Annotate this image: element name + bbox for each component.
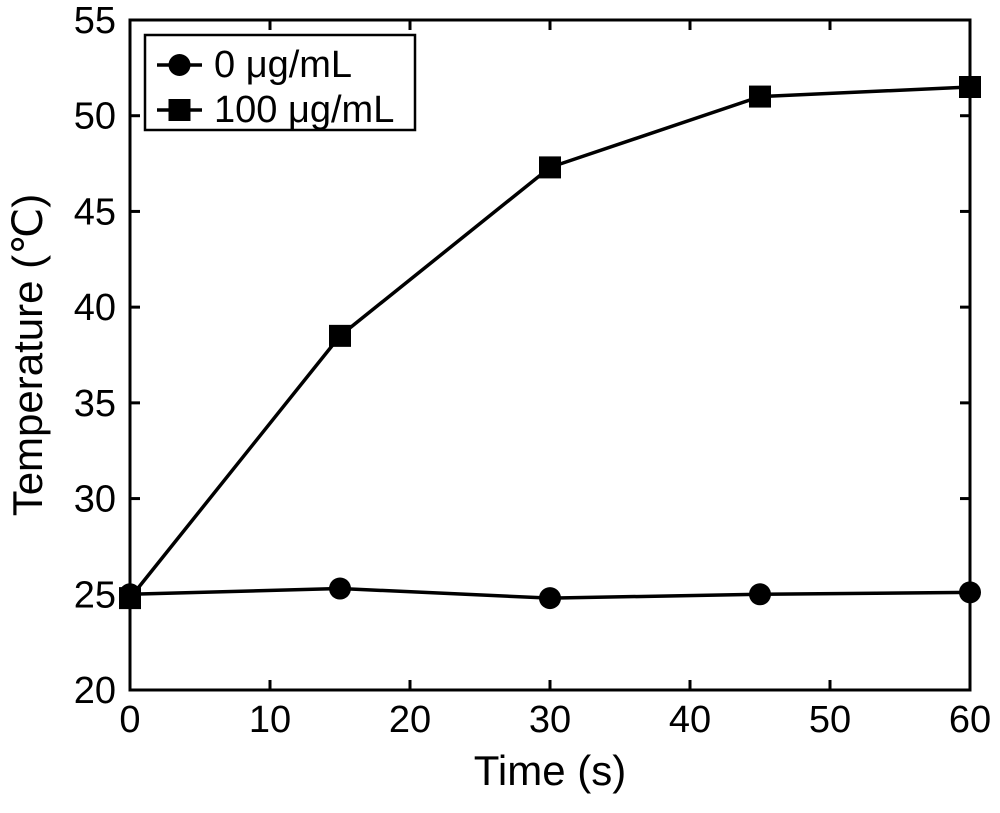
- legend-marker-circle: [169, 54, 191, 76]
- y-tick-label: 25: [74, 574, 116, 616]
- line-chart: 0 10 20 30 40 50 60 20 25 30 35 40 45 50 55 Time (s) Tem…: [0, 0, 1000, 813]
- marker-square: [749, 86, 771, 108]
- y-tick-label: 55: [74, 0, 116, 42]
- y-tick-label: 30: [74, 479, 116, 521]
- y-tick-label: 40: [74, 287, 116, 329]
- legend-label: 100 μg/mL: [214, 89, 394, 131]
- legend-marker-square: [169, 99, 191, 121]
- y-tick-label: 35: [74, 383, 116, 425]
- x-axis-label: Time (s): [474, 747, 626, 794]
- x-tick-label: 30: [529, 699, 571, 741]
- marker-square: [539, 156, 561, 178]
- y-axis-label: Temperature (℃): [4, 194, 51, 517]
- legend-label: 0 μg/mL: [214, 44, 352, 86]
- chart-container: 0 10 20 30 40 50 60 20 25 30 35 40 45 50 55 Time (s) Tem…: [0, 0, 1000, 813]
- marker-square: [329, 325, 351, 347]
- y-tick-label: 50: [74, 96, 116, 138]
- x-tick-label: 0: [119, 699, 140, 741]
- marker-circle: [749, 583, 771, 605]
- x-tick-label: 20: [389, 699, 431, 741]
- marker-square: [119, 587, 141, 609]
- x-tick-label: 10: [249, 699, 291, 741]
- x-tick-label: 60: [949, 699, 991, 741]
- marker-circle: [329, 578, 351, 600]
- x-tick-label: 50: [809, 699, 851, 741]
- marker-square: [959, 76, 981, 98]
- x-tick-label: 40: [669, 699, 711, 741]
- y-tick-label: 45: [74, 191, 116, 233]
- y-tick-label: 20: [74, 670, 116, 712]
- marker-circle: [539, 587, 561, 609]
- marker-circle: [959, 581, 981, 603]
